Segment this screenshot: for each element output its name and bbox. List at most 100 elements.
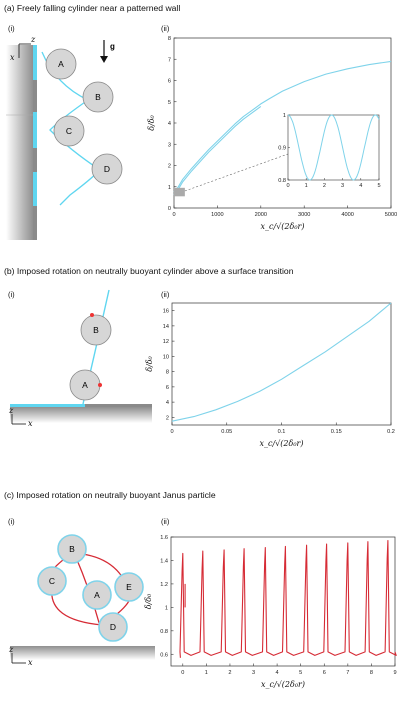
- x-tick-label: 4: [276, 670, 279, 676]
- panel-a-sub-i: (i): [8, 24, 15, 33]
- label-B: B: [93, 325, 99, 335]
- x-tick-label: 0.15: [331, 429, 342, 435]
- particle-B: [57, 534, 87, 564]
- x-tick-label: 1000: [211, 212, 223, 218]
- floor-gray: [85, 404, 152, 407]
- y-tick-label: 10: [163, 354, 169, 360]
- chart-b-frame: [171, 302, 392, 426]
- y-tick-label: 14: [163, 324, 169, 330]
- inset-x-tick-label: 5: [377, 183, 380, 189]
- inset-y-tick-label: 0.8: [278, 178, 286, 184]
- label-B: B: [95, 92, 101, 102]
- y-tick-label: 6: [166, 385, 169, 391]
- inset-x-tick-label: 4: [359, 183, 362, 189]
- panel-a-schematic: A B C D z x g: [6, 35, 123, 240]
- x-tick-label: 1: [205, 670, 208, 676]
- y-tick-label: 4: [168, 121, 171, 127]
- x-axis-label: x_c/√(2δ₀r): [260, 439, 304, 448]
- chart-c: 0 1 2 3 4 5 6 7 8 9 0.6 0.8 1 1.2 1.4 1.6 x_c/√(2δ₀r) δ/δ…: [144, 535, 397, 689]
- x-axis-label: x_c/√(2δ₀r): [261, 222, 305, 231]
- x-tick-label: 2000: [255, 212, 267, 218]
- chart-a: 0 1000 2000 3000 4000 5000 0 1 2 3 4 5 6 7 8 x_c/√(2δ₀r…: [147, 36, 397, 231]
- y-tick-label: 8: [166, 370, 169, 376]
- x-tick-label: 0.2: [387, 429, 395, 435]
- x-tick-label: 6: [323, 670, 326, 676]
- x-tick-label: 9: [393, 670, 396, 676]
- y-tick-label: 16: [163, 309, 169, 315]
- floor-cyan: [10, 404, 85, 407]
- y-tick-label: 1.6: [160, 535, 168, 541]
- panel-b-sub-ii: (ii): [161, 290, 170, 299]
- label-A: A: [58, 59, 64, 69]
- y-tick-label: 7: [168, 57, 171, 63]
- cylinder-A: [45, 48, 77, 80]
- x-tick-label: 4000: [341, 212, 353, 218]
- panel-c-schematic: B C A E D z x: [8, 534, 155, 667]
- axis-x-label: x: [28, 419, 33, 428]
- chart-b: 0 0.05 0.1 0.15 0.2 2 4 6 8 10 12 14 16 x_c/√(2δ₀r) δ/…: [145, 302, 395, 448]
- y-tick-label: 1: [168, 185, 171, 191]
- axis-x-label: x: [28, 658, 33, 667]
- label-B: B: [69, 544, 75, 554]
- y-tick-label: 2: [168, 164, 171, 170]
- x-tick-label: 0.05: [221, 429, 232, 435]
- y-tick-label: 5: [168, 100, 171, 106]
- wall-pattern-cyan: [33, 45, 37, 80]
- y-tick-label: 1: [165, 605, 168, 611]
- label-A: A: [82, 380, 88, 390]
- label-D: D: [110, 622, 116, 632]
- y-tick-label: 0.8: [160, 629, 168, 635]
- inset-x-tick-label: 2: [323, 183, 326, 189]
- panel-a-sub-ii: (ii): [161, 24, 170, 33]
- wall: [6, 45, 33, 240]
- floor: [10, 407, 152, 423]
- marker-dot: [98, 383, 102, 387]
- inset-x-tick-label: 0: [286, 183, 289, 189]
- axis-z-label: z: [30, 35, 36, 44]
- series-line: [171, 302, 392, 422]
- particle-E: [114, 572, 144, 602]
- inset-x-tick-label: 3: [341, 183, 344, 189]
- y-axis-label: δ/δ₀: [145, 355, 154, 371]
- label-D: D: [104, 164, 110, 174]
- panel-b-schematic: B A z x: [8, 289, 152, 428]
- x-tick-label: 8: [370, 670, 373, 676]
- y-tick-label: 0: [168, 206, 171, 212]
- x-tick-label: 7: [346, 670, 349, 676]
- x-tick-label: 0: [170, 429, 173, 435]
- panel-c-sub-i: (i): [8, 517, 15, 526]
- inset-series-line: [287, 114, 380, 181]
- series-line: [173, 60, 392, 193]
- marker-dot: [90, 313, 94, 317]
- label-E: E: [126, 582, 132, 592]
- inset-x-tick-label: 1: [305, 183, 308, 189]
- cylinder-B: [82, 81, 114, 113]
- panel-c-sub-ii: (ii): [161, 517, 170, 526]
- label-C: C: [49, 576, 55, 586]
- x-tick-label: 3: [252, 670, 255, 676]
- axis-z-label: z: [8, 645, 14, 654]
- y-tick-label: 1.2: [160, 582, 168, 588]
- y-tick-label: 3: [168, 142, 171, 148]
- inset-y-tick-label: 0.9: [278, 146, 286, 152]
- x-tick-label: 0: [172, 212, 175, 218]
- zoom-region: [174, 187, 185, 197]
- panel-b-title: (b) Imposed rotation on neutrally buoyan…: [4, 266, 294, 276]
- x-tick-label: 2: [228, 670, 231, 676]
- label-A: A: [94, 590, 100, 600]
- cylinder-D: [91, 153, 123, 185]
- y-tick-label: 6: [168, 79, 171, 85]
- particle-C: [37, 566, 67, 596]
- chart-c-frame: [170, 536, 396, 667]
- x-axis-label: x_c/√(2δ₀r): [261, 680, 305, 689]
- cylinder-C: [53, 115, 85, 147]
- y-tick-label: 4: [166, 400, 169, 406]
- series-line-band: [173, 105, 262, 195]
- y-tick-label: 2: [166, 415, 169, 421]
- y-tick-label: 12: [163, 339, 169, 345]
- series-line: [179, 539, 397, 658]
- y-axis-label: δ/δ₀: [147, 114, 156, 130]
- x-tick-label: 3000: [298, 212, 310, 218]
- particle-A: [82, 580, 112, 610]
